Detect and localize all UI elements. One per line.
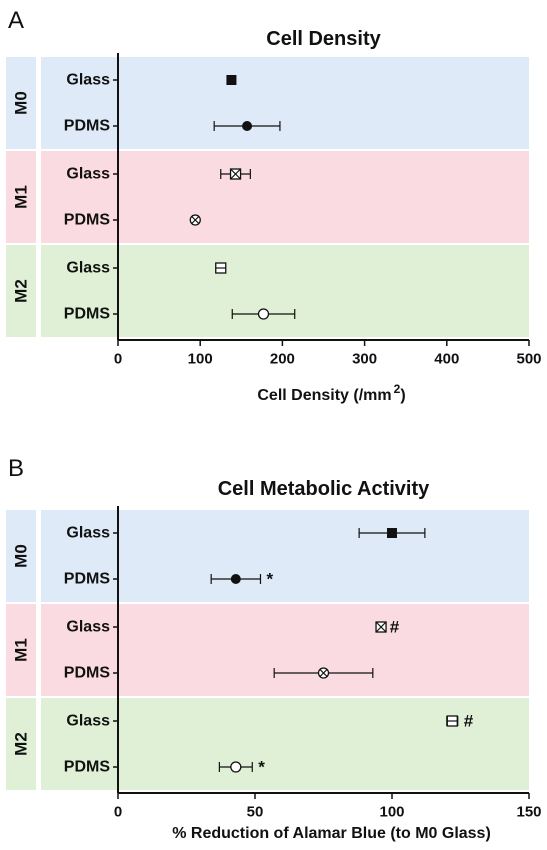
chart-panel-a: A Cell Density M0 Glass PDMS M1 Glass PDMS M2 Gla…	[6, 7, 542, 404]
data-point-marker	[230, 761, 242, 773]
data-row: PDMS *	[64, 570, 274, 589]
group-label: M0	[12, 91, 31, 115]
x-tick-label: 200	[270, 351, 295, 368]
data-point-marker	[242, 121, 253, 131]
category-label: Glass	[66, 260, 110, 277]
group-tab	[6, 245, 36, 337]
category-label: Glass	[66, 619, 110, 636]
data-point-marker	[215, 262, 227, 274]
x-axis-label: Cell Density (/mm 2)	[257, 382, 405, 404]
data-point-marker	[257, 308, 270, 320]
x-tick-label: 150	[516, 804, 541, 821]
x-axis-label: % Reduction of Alamar Blue (to M0 Glass)	[172, 825, 491, 842]
x-tick-label: 50	[247, 804, 264, 821]
data-row: Glass #	[66, 618, 399, 637]
category-label: Glass	[66, 166, 110, 183]
data-row: Glass	[66, 525, 426, 542]
category-label: PDMS	[64, 118, 111, 135]
group-m1: M1 Glass # PDMS	[6, 604, 529, 696]
data-point-marker	[317, 667, 330, 679]
group-tab	[6, 151, 36, 243]
group-m0: M0 Glass PDMS *	[6, 510, 529, 602]
x-tick-label: 0	[114, 804, 122, 821]
group-tab	[6, 57, 36, 149]
panel-letter: B	[8, 455, 24, 482]
group-m0: M0 Glass PDMS	[6, 57, 529, 149]
chart-title: Cell Density	[266, 28, 381, 50]
category-label: Glass	[66, 72, 110, 89]
data-point-marker	[230, 574, 241, 584]
category-label: PDMS	[64, 212, 111, 229]
data-point-marker	[226, 75, 237, 85]
significance-mark: *	[258, 758, 265, 777]
x-tick-label: 500	[516, 351, 541, 368]
group-tab	[6, 698, 36, 790]
data-row: PDMS *	[64, 758, 265, 777]
data-row: PDMS	[64, 118, 281, 135]
group-label: M1	[12, 185, 31, 209]
group-band	[41, 57, 529, 149]
x-tick-label: 400	[434, 351, 459, 368]
chart-panel-b: B Cell Metabolic Activity M0 Glass PDMS * M1 Gl…	[6, 455, 542, 842]
group-m2: M2 Glass PDMS	[6, 245, 529, 337]
group-m2: M2 Glass # PDMS *	[6, 698, 529, 790]
group-label: M0	[12, 544, 31, 568]
category-label: PDMS	[64, 759, 111, 776]
data-row: Glass #	[66, 712, 473, 731]
data-point-marker	[446, 715, 458, 727]
category-label: PDMS	[64, 571, 111, 588]
chart-title: Cell Metabolic Activity	[218, 478, 430, 500]
data-row: PDMS	[64, 212, 201, 229]
significance-mark: *	[266, 570, 273, 589]
data-row: PDMS	[64, 665, 374, 682]
data-point-marker	[189, 214, 201, 226]
group-tab	[6, 510, 36, 602]
data-point-marker	[387, 528, 397, 538]
group-m1: M1 Glass PDMS	[6, 151, 529, 243]
group-band	[41, 604, 529, 696]
category-label: PDMS	[64, 665, 111, 682]
data-point-marker	[375, 621, 387, 633]
category-label: Glass	[66, 713, 110, 730]
x-tick-label: 0	[114, 351, 122, 368]
group-label: M2	[12, 732, 31, 756]
group-label: M1	[12, 638, 31, 662]
significance-mark: #	[390, 618, 400, 637]
significance-mark: #	[464, 712, 474, 731]
panel-letter: A	[8, 7, 24, 34]
category-label: PDMS	[64, 306, 111, 323]
data-point-marker	[229, 168, 242, 180]
data-row: PDMS	[64, 306, 296, 323]
group-band	[41, 510, 529, 602]
group-tab	[6, 604, 36, 696]
x-tick-label: 100	[188, 351, 213, 368]
x-tick-label: 300	[352, 351, 377, 368]
group-band	[41, 151, 529, 243]
group-band	[41, 698, 529, 790]
x-tick-label: 100	[379, 804, 404, 821]
group-band	[41, 245, 529, 337]
category-label: Glass	[66, 525, 110, 542]
group-label: M2	[12, 279, 31, 303]
data-row: Glass	[66, 166, 251, 183]
